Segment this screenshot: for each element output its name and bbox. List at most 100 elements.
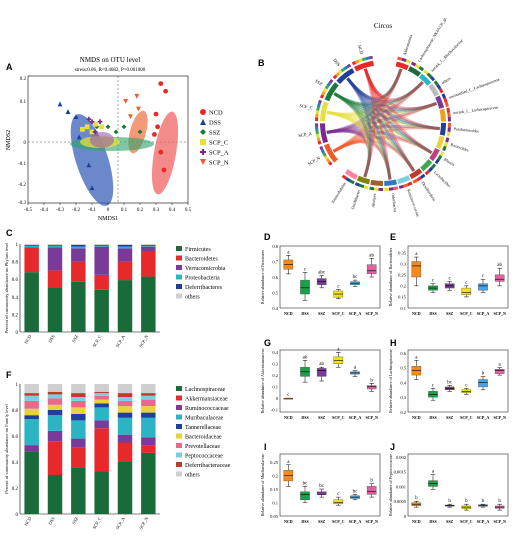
x-tick: SCP_A: [349, 415, 362, 420]
y-tick: 0.5: [400, 366, 406, 371]
nmds-xtick: -0.1: [88, 208, 96, 213]
stacked-bar-segment: [141, 276, 156, 332]
circos-sample-stripe: [324, 84, 330, 90]
circos-taxon-arc: [439, 122, 446, 136]
circos-ribbon: [326, 110, 440, 131]
stacked-bar-segment: [94, 246, 109, 275]
box: [300, 279, 310, 295]
circos-sample-arc: [320, 101, 329, 122]
circos-taxon-stripe: [373, 187, 379, 191]
circos-taxon-stripe: [447, 122, 451, 128]
circos-ribbon: [346, 77, 433, 155]
y-tick: 0.3: [400, 395, 406, 400]
y-axis-label: Percent of community abundance on Phylum…: [4, 242, 9, 334]
stacked-bar-segment: [71, 261, 86, 282]
stacked-bar-segment: [117, 412, 133, 418]
nmds-ytick: -0.1: [18, 162, 26, 167]
x-tick: SCP_C: [460, 519, 473, 524]
circos-taxon-stripe: [345, 177, 351, 183]
significance-letter: bc: [353, 489, 359, 494]
significance-letter: ab: [497, 263, 502, 268]
circos-ribbon: [346, 77, 424, 104]
plot-frame: [279, 349, 381, 413]
x-tick: DSS: [47, 334, 56, 344]
circos-taxon-label: norank_f__Lachnospiraceae: [453, 104, 499, 115]
y-tick: 0.001: [396, 484, 406, 489]
stacked-bar-segment: [117, 246, 133, 249]
circos-ribbon: [326, 102, 438, 134]
circos-sample-stripe: [358, 58, 363, 63]
nmds-ylabel: NMDS2: [6, 130, 12, 150]
circos-ribbon: [326, 129, 416, 172]
significance-letter: c: [482, 274, 485, 279]
nmds-point-ncd: [158, 81, 164, 87]
circos-ribbons: [326, 68, 440, 180]
stacked-bar-segment: [71, 397, 86, 401]
x-tick: SCP_C: [460, 311, 473, 316]
stacked-bar-segment: [94, 407, 109, 421]
circos-taxon-stripe: [439, 151, 445, 157]
circos-taxon-label: Desulfovibrio: [421, 181, 437, 202]
stacked-bar-segment: [117, 406, 133, 413]
stacked-bar-segment: [94, 471, 109, 514]
circos-taxon-stripe: [423, 69, 429, 75]
y-tick: 0: [404, 514, 407, 519]
circos-taxon-stripe: [437, 154, 443, 161]
circos-ribbon: [363, 68, 392, 180]
circos-taxon-stripe: [446, 107, 451, 113]
circos-sample-stripe: [315, 126, 319, 131]
boxplot-muribaculaceae: 0.25 0.2 0.15 0.1 0.05 Relative abundance of …: [260, 454, 381, 524]
stacked-bar-segment: [117, 261, 133, 281]
y-tick: 0.1: [272, 500, 278, 505]
stacked-bar-segment: [94, 403, 109, 408]
legend-swatch: [176, 255, 182, 261]
legend-label: NCD: [209, 110, 223, 117]
x-tick: SCP_N: [138, 515, 149, 530]
x-tick: SCP_A: [349, 311, 362, 316]
significance-letter: c: [337, 492, 340, 497]
nmds-point-dss: [65, 109, 71, 114]
stacked-bar-segment: [94, 428, 109, 472]
circos-taxon-stripe: [414, 63, 421, 69]
legend-swatch: [176, 424, 182, 429]
stacked-bar-segment: [141, 445, 156, 453]
y-tick: 0.8: [12, 409, 19, 414]
legend-label: Deferribacteraceae: [185, 462, 231, 469]
circos-sample-stripe: [315, 123, 319, 128]
x-tick: NCD: [284, 311, 293, 316]
significance-letter: c: [337, 284, 340, 289]
legend-label: Peptococcaceae: [185, 454, 223, 460]
significance-letter: c: [304, 267, 307, 272]
nmds-point-ncd: [152, 132, 157, 137]
circos-sample-stripe: [332, 74, 338, 80]
nmds-point-scp-a: [89, 119, 95, 125]
nmds-point-scp-n: [128, 114, 133, 120]
legend-swatch: [176, 293, 182, 299]
stacked-bar-segment: [71, 407, 86, 414]
circos-taxon-stripe: [369, 186, 375, 191]
stacked-bar-segment: [71, 281, 86, 332]
circos-taxon-stripe: [405, 59, 411, 64]
stacked-bar-segment: [117, 244, 133, 247]
nmds-point-ssz: [105, 124, 111, 130]
nmds-plot: NMDS on OTU level stress:0.06, R=0.4682,…: [6, 56, 229, 222]
x-tick: SCP_C: [92, 516, 103, 530]
y-tick: 0.6: [400, 351, 406, 356]
family-bars: 1 0.8 0.6 0.4 0.2 0 Percent of community abund…: [4, 383, 231, 530]
circos-taxon-stripe: [393, 186, 399, 191]
panel-label-g: G: [264, 338, 272, 348]
circos-ribbon: [333, 92, 438, 113]
x-tick: DSS: [301, 519, 309, 524]
stacked-bar-segment: [94, 420, 109, 429]
legend-marker-dss: [200, 119, 206, 125]
x-tick: SCP_N: [138, 333, 149, 348]
stacked-bar-segment: [141, 245, 156, 247]
legend-label: others: [185, 295, 200, 301]
x-tick: SCP_A: [115, 333, 126, 348]
circos-sample-stripe: [326, 81, 332, 87]
stacked-bar-segment: [47, 244, 63, 246]
circos-sample-stripe: [320, 149, 325, 154]
significance-letter: abc: [318, 270, 326, 275]
y-tick: 0.35: [398, 250, 407, 255]
y-axis-label: Percent of community abundance on Family…: [4, 403, 9, 493]
